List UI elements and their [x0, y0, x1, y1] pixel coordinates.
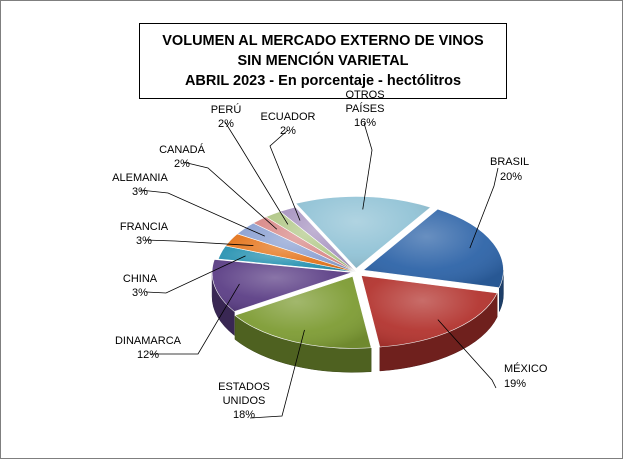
chart-title: VOLUMEN AL MERCADO EXTERNO DE VINOS SIN … [139, 23, 507, 99]
slice-name-4: CHINA [123, 273, 158, 285]
pie-slice-highlight-3 [212, 259, 353, 312]
pie-slice-highlight-10 [295, 196, 431, 269]
pie-slice-highlight-6 [237, 223, 356, 272]
chart-title-line-1: VOLUMEN AL MERCADO EXTERNO DE VINOS [162, 33, 484, 49]
slice-name-3: DINAMARCA [115, 335, 182, 347]
leader-line-8 [224, 121, 289, 225]
slice-name-9: ECUADOR [260, 111, 315, 123]
slice-label-10: OTROS PAÍSES 16% [345, 89, 384, 129]
leader-line-10 [362, 122, 373, 210]
slice-value-6: 3% [132, 186, 148, 198]
slice-label-0: BRASIL 20% [490, 156, 529, 183]
leader-line-3 [150, 283, 240, 355]
slice-name-0: BRASIL [490, 156, 529, 168]
slice-name-2: UNIDOS [223, 395, 266, 407]
leader-line-7 [182, 161, 278, 230]
leader-line-6 [139, 189, 265, 237]
slice-value-1: 19% [504, 378, 526, 390]
slice-name-10: PAÍSES [346, 102, 385, 115]
slice-label-5: FRANCIA 3% [120, 221, 169, 247]
slice-name-7: CANADÁ [159, 143, 206, 156]
slice-name-2: ESTADOS [218, 381, 270, 393]
slice-label-4: CHINA 3% [123, 273, 158, 299]
leader-line-0 [469, 167, 499, 249]
leader-line-1 [437, 319, 497, 389]
slice-label-1: MÉXICO 19% [504, 362, 548, 390]
leader-line-5 [144, 239, 254, 246]
slice-value-9: 2% [280, 125, 296, 137]
slice-name-6: ALEMANIA [112, 172, 168, 184]
pie-slice-highlight-0 [363, 209, 504, 288]
pie-slice-highlight-8 [266, 211, 356, 272]
pie-slice-highlight-9 [280, 207, 356, 272]
pie-slice-highlight-4 [218, 245, 356, 272]
slice-label-7: CANADÁ 2% [159, 143, 206, 170]
slice-name-5: FRANCIA [120, 221, 169, 233]
slice-value-5: 3% [136, 235, 152, 247]
slice-label-2: ESTADOS UNIDOS 18% [218, 381, 270, 421]
slice-value-3: 12% [137, 349, 159, 361]
slice-value-7: 2% [174, 158, 190, 170]
chart-title-line-2: SIN MENCIÓN VARIETAL [237, 53, 409, 69]
leader-line-4 [145, 255, 246, 294]
slice-label-8: PERÚ 2% [211, 103, 242, 130]
chart-title-line-3: ABRIL 2023 - En porcentaje - hectólitros [184, 73, 462, 89]
slice-label-6: ALEMANIA 3% [112, 172, 168, 198]
leader-line-9 [269, 129, 301, 221]
pie-slice-highlight-7 [253, 216, 356, 272]
slice-label-9: ECUADOR 2% [260, 111, 315, 137]
pie-slice-highlight-1 [361, 275, 498, 347]
slice-value-10: 16% [354, 117, 376, 129]
slice-value-2: 18% [233, 409, 255, 421]
slice-name-8: PERÚ [211, 103, 242, 116]
pie-slice-highlight-5 [225, 233, 356, 272]
pie-slice-highlight-2 [234, 276, 372, 349]
slice-label-3: DINAMARCA 12% [115, 335, 182, 361]
slice-name-10: OTROS [345, 89, 384, 101]
leader-line-2 [249, 329, 305, 419]
slice-value-4: 3% [132, 287, 148, 299]
slice-name-1: MÉXICO [504, 362, 548, 375]
slice-value-0: 20% [500, 171, 522, 183]
slice-value-8: 2% [218, 118, 234, 130]
